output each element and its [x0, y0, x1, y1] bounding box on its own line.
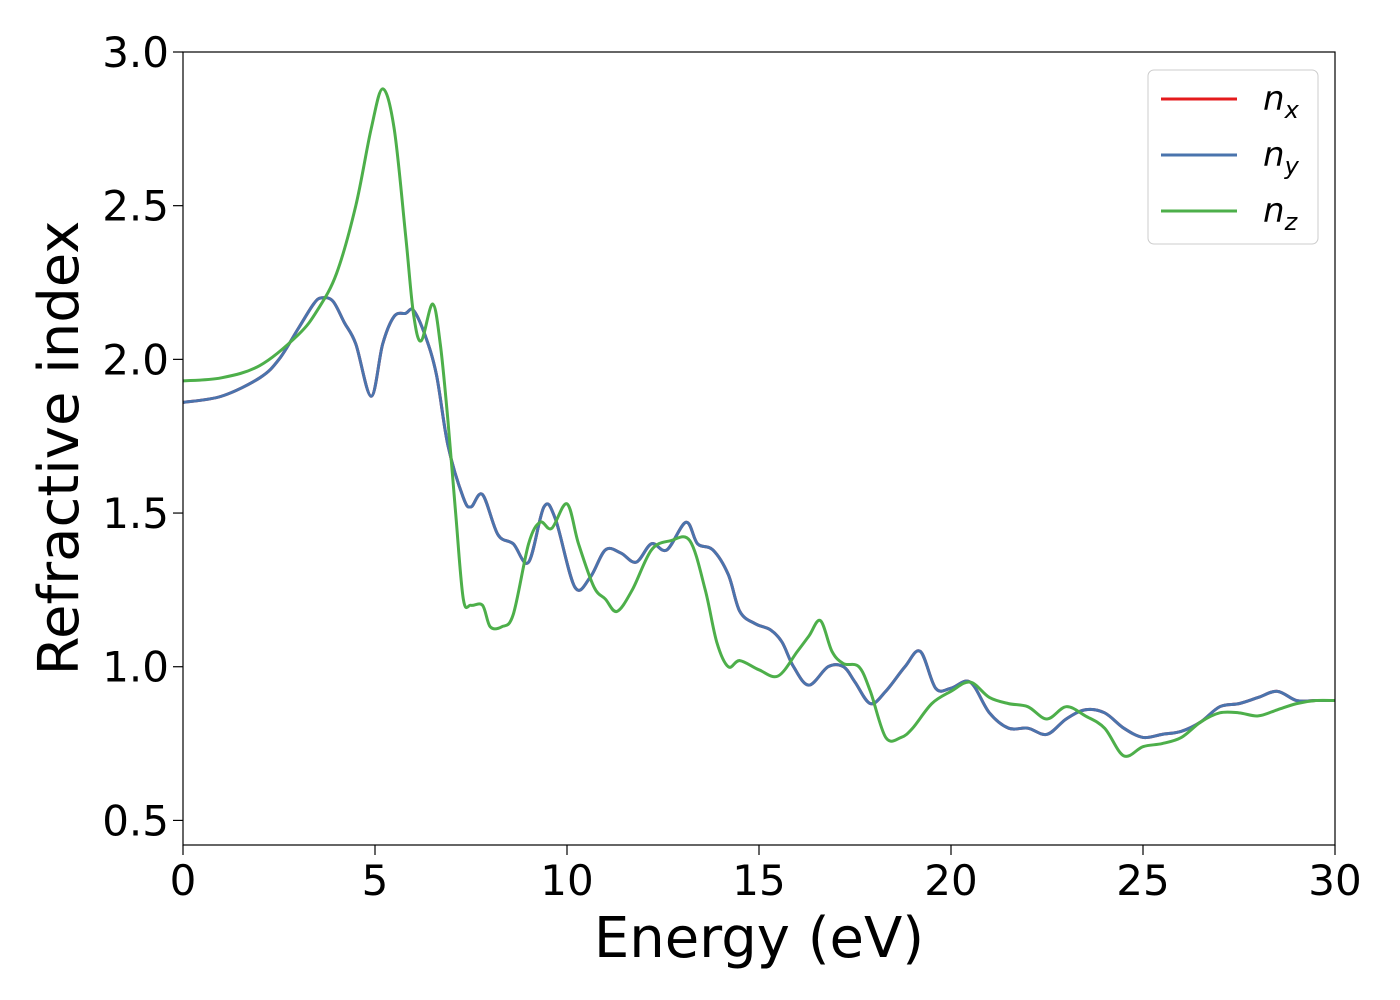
legend-label-ny: ny: [1263, 135, 1300, 180]
y-axis: 0.5 1.0 1.5 2.0 2.5 3.0: [102, 28, 183, 845]
series-line-ny: [183, 296, 1335, 740]
series-line-nz: [183, 87, 1335, 758]
y-tick-label: 3.0: [102, 28, 169, 77]
x-tick-label: 5: [362, 856, 389, 905]
x-tick-label: 10: [540, 856, 593, 905]
y-tick-label: 2.0: [102, 335, 169, 384]
x-axis: 0 5 10 15 20 25 30: [170, 845, 1362, 905]
y-tick-label: 2.5: [102, 182, 169, 231]
legend-label-nx: nx: [1263, 79, 1300, 124]
x-tick-label: 20: [924, 856, 977, 905]
x-tick-label: 25: [1116, 856, 1169, 905]
series-layer: [183, 87, 1335, 758]
y-tick-label: 1.5: [102, 489, 169, 538]
legend-label-nz: nz: [1263, 191, 1299, 236]
x-tick-label: 15: [732, 856, 785, 905]
y-axis-label: Refractive index: [27, 221, 92, 676]
legend: nx ny nz: [1147, 69, 1319, 245]
plot-area: [183, 52, 1335, 845]
y-tick-label: 1.0: [102, 643, 169, 692]
legend-box: [1147, 69, 1319, 245]
y-tick-label: 0.5: [102, 796, 169, 845]
x-tick-label: 30: [1308, 856, 1361, 905]
x-axis-label: Energy (eV): [594, 906, 924, 971]
x-tick-label: 0: [170, 856, 197, 905]
